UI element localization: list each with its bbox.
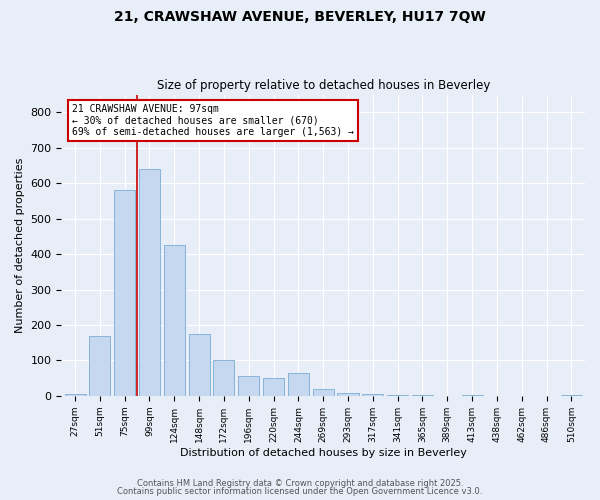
Bar [313, 389, 334, 396]
X-axis label: Distribution of detached houses by size in Beverley: Distribution of detached houses by size … [180, 448, 467, 458]
Bar [89, 336, 110, 396]
Bar [362, 394, 383, 396]
Bar [114, 190, 135, 396]
Bar [337, 393, 359, 396]
Bar [412, 395, 433, 396]
Bar [65, 394, 86, 396]
Text: Contains HM Land Registry data © Crown copyright and database right 2025.: Contains HM Land Registry data © Crown c… [137, 478, 463, 488]
Bar [238, 376, 259, 396]
Bar [139, 169, 160, 396]
Text: 21, CRAWSHAW AVENUE, BEVERLEY, HU17 7QW: 21, CRAWSHAW AVENUE, BEVERLEY, HU17 7QW [114, 10, 486, 24]
Text: Contains public sector information licensed under the Open Government Licence v3: Contains public sector information licen… [118, 487, 482, 496]
Bar [263, 378, 284, 396]
Bar [164, 245, 185, 396]
Title: Size of property relative to detached houses in Beverley: Size of property relative to detached ho… [157, 79, 490, 92]
Bar [288, 373, 309, 396]
Bar [188, 334, 209, 396]
Text: 21 CRAWSHAW AVENUE: 97sqm
← 30% of detached houses are smaller (670)
69% of semi: 21 CRAWSHAW AVENUE: 97sqm ← 30% of detac… [72, 104, 354, 137]
Bar [387, 395, 408, 396]
Bar [214, 360, 235, 396]
Y-axis label: Number of detached properties: Number of detached properties [15, 158, 25, 333]
